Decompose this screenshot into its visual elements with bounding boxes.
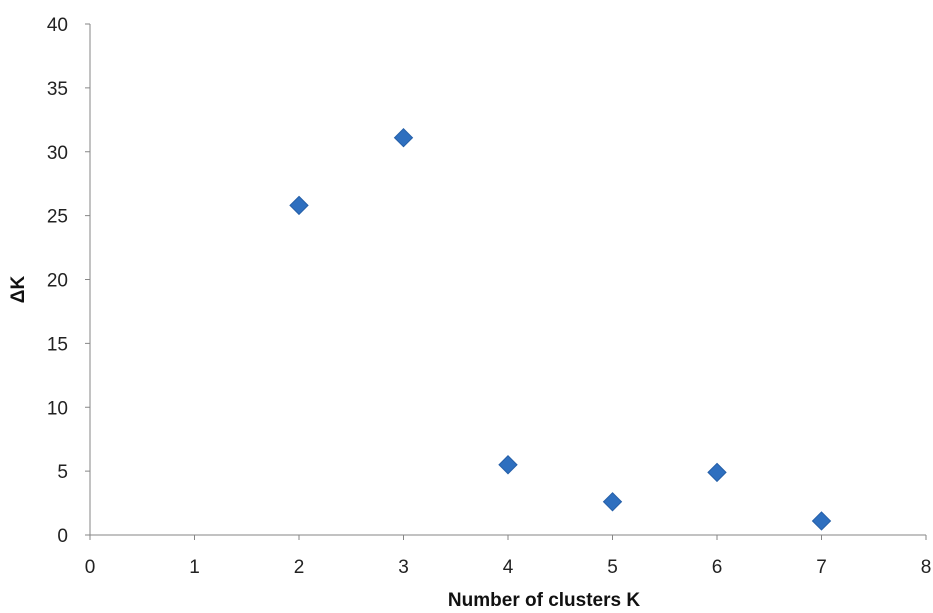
x-tick-label: 6 xyxy=(712,557,723,578)
y-ticks: 0 5 10 15 20 25 30 35 40 xyxy=(47,15,90,547)
x-tick-label: 4 xyxy=(503,557,514,578)
y-tick-label: 25 xyxy=(47,207,68,228)
x-axis-title: Number of clusters K xyxy=(448,590,640,611)
x-tick-label: 3 xyxy=(398,557,409,578)
y-tick-label: 10 xyxy=(47,398,68,419)
y-tick-label: 35 xyxy=(47,79,68,100)
x-tick-label: 7 xyxy=(816,557,827,578)
x-tick-label: 8 xyxy=(921,557,932,578)
y-tick-label: 0 xyxy=(57,526,68,547)
data-point xyxy=(602,492,623,512)
y-tick-label: 20 xyxy=(47,271,68,292)
y-axis-title: ΔK xyxy=(8,276,29,304)
data-point xyxy=(498,455,518,475)
x-tick-label: 2 xyxy=(294,557,305,578)
data-points xyxy=(289,127,832,531)
data-point xyxy=(707,462,727,483)
x-ticks: 0 1 2 3 4 5 6 7 8 xyxy=(85,535,932,578)
data-point xyxy=(393,127,414,148)
y-tick-label: 15 xyxy=(47,334,68,355)
x-tick-label: 1 xyxy=(189,557,200,578)
x-tick-label: 0 xyxy=(85,557,96,578)
data-point xyxy=(811,511,832,531)
y-tick-label: 30 xyxy=(47,143,68,164)
y-tick-label: 40 xyxy=(47,15,68,36)
y-tick-label: 5 xyxy=(57,462,68,483)
data-point xyxy=(289,195,309,216)
x-tick-label: 5 xyxy=(607,557,618,578)
